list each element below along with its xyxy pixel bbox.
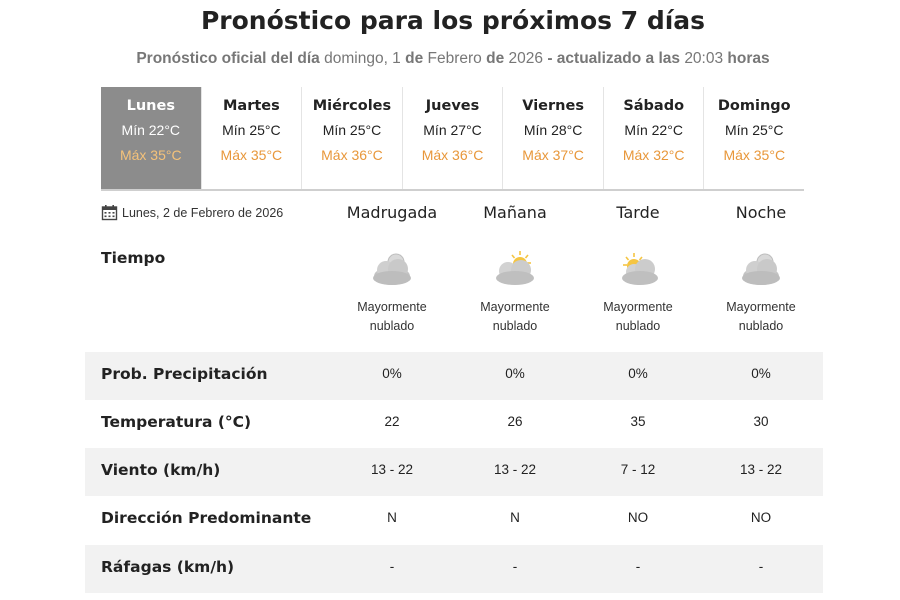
day-min-temp: Mín 22°C (121, 122, 181, 138)
cell-madrugada: 22 (384, 414, 400, 429)
weather-manana: Mayormente nublado (455, 250, 575, 336)
period-header-manana: Mañana (483, 203, 547, 222)
row-label: Temperatura (°C) (101, 413, 252, 431)
page-subtitle: Pronóstico oficial del día domingo, 1 de… (0, 50, 900, 68)
day-tab-sabado[interactable]: Sábado Mín 22°C Máx 32°C (604, 87, 705, 189)
day-name: Jueves (425, 98, 480, 114)
weather-tarde: Mayormente nublado (578, 250, 698, 336)
day-max-temp: Máx 35°C (119, 147, 182, 163)
row-label: Viento (km/h) (101, 461, 221, 479)
cell-noche: 13 - 22 (739, 462, 783, 477)
subtitle-de-2: de (486, 50, 505, 67)
cell-tarde: 0% (628, 366, 648, 381)
cell-madrugada: 0% (382, 366, 402, 381)
day-min-temp: Mín 25°C (222, 122, 281, 138)
day-tab-jueves[interactable]: Jueves Mín 27°C Máx 36°C (403, 87, 504, 189)
weather-noche: Mayormente nublado (701, 250, 821, 336)
day-min-temp: Mín 25°C (725, 122, 784, 138)
day-max-temp: Máx 37°C (522, 147, 584, 163)
cell-manana: 13 - 22 (493, 462, 537, 477)
cell-noche: NO (750, 510, 772, 525)
row-label: Ráfagas (km/h) (101, 558, 235, 576)
day-min-temp: Mín 22°C (624, 122, 683, 138)
day-tab-domingo[interactable]: Domingo Mín 25°C Máx 35°C (704, 87, 804, 189)
cell-manana: 0% (505, 366, 525, 381)
weather-desc-line1: Mayormente (726, 300, 796, 314)
day-max-temp: Máx 35°C (723, 147, 786, 163)
day-min-temp: Mín 28°C (523, 122, 583, 138)
day-tab-lunes[interactable]: Lunes Mín 22°C Máx 35°C (101, 87, 202, 189)
row-label-tiempo: Tiempo (101, 249, 166, 267)
day-tab-viernes[interactable]: Viernes Mín 28°C Máx 37°C (503, 87, 604, 189)
day-name: Martes (222, 98, 280, 114)
cell-tarde: 35 (630, 414, 646, 429)
subtitle-prefix: Pronóstico oficial del día (136, 50, 320, 67)
row-label: Prob. Precipitación (101, 365, 268, 383)
selected-date: Lunes, 2 de Febrero de 2026 (101, 204, 283, 221)
day-max-temp: Máx 36°C (421, 147, 484, 163)
subtitle-de-1: de (405, 50, 424, 67)
row-temperatura: Temperatura (°C) 22 26 35 30 (85, 400, 823, 448)
period-header-noche: Noche (735, 203, 787, 222)
day-name: Viernes (522, 98, 584, 114)
row-rafagas: Ráfagas (km/h) - - - - (85, 545, 823, 593)
day-max-temp: Máx 35°C (220, 147, 283, 163)
row-viento: Viento (km/h) 13 - 22 13 - 22 7 - 12 13 … (85, 448, 823, 496)
weather-desc-line2: nublado (492, 319, 538, 333)
page-title: Pronóstico para los próximos 7 días (200, 6, 706, 35)
day-name: Miércoles (312, 98, 392, 114)
day-name: Sábado (623, 98, 685, 114)
cell-madrugada: - (389, 559, 395, 574)
weather-desc-line1: Mayormente (480, 300, 550, 314)
weather-desc-line1: Mayormente (603, 300, 673, 314)
weather-desc-line2: nublado (738, 319, 784, 333)
cell-madrugada: 13 - 22 (370, 462, 414, 477)
calendar-icon (101, 204, 118, 221)
cell-manana: 26 (507, 414, 523, 429)
cell-noche: - (758, 559, 764, 574)
subtitle-date-day: domingo, 1 (324, 50, 401, 67)
subtitle-updated: - actualizado a las (547, 50, 680, 67)
day-tab-miercoles[interactable]: Miércoles Mín 25°C Máx 36°C (302, 87, 403, 189)
row-direccion: Dirección Predominante N N NO NO (85, 496, 823, 544)
cloud-moon-icon (701, 250, 821, 290)
selected-date-text: Lunes, 2 de Febrero de 2026 (122, 205, 284, 220)
period-header-tarde: Tarde (616, 203, 660, 222)
period-header-madrugada: Madrugada (346, 203, 438, 222)
cell-tarde: 7 - 12 (620, 462, 656, 477)
subtitle-date-month: Febrero (427, 50, 482, 67)
cell-manana: N (510, 510, 520, 525)
cell-tarde: - (635, 559, 641, 574)
subtitle-year: 2026 (508, 50, 544, 67)
cloud-moon-icon (332, 250, 452, 290)
cell-noche: 30 (753, 414, 769, 429)
cloud-sun-icon (455, 250, 575, 290)
row-label: Dirección Predominante (101, 509, 312, 527)
cell-tarde: NO (627, 510, 649, 525)
day-max-temp: Máx 36°C (321, 147, 383, 163)
day-min-temp: Mín 25°C (322, 122, 382, 138)
cloud-sun-icon (578, 250, 698, 290)
weather-desc-line2: nublado (615, 319, 661, 333)
day-max-temp: Máx 32°C (622, 147, 685, 163)
cell-noche: 0% (751, 366, 771, 381)
day-tabs: Lunes Mín 22°C Máx 35°C Martes Mín 25°C … (101, 87, 804, 191)
weather-madrugada: Mayormente nublado (332, 250, 452, 336)
cell-madrugada: N (387, 510, 397, 525)
weather-desc-line2: nublado (369, 319, 415, 333)
row-prob-precipitacion: Prob. Precipitación 0% 0% 0% 0% (85, 352, 823, 400)
day-name: Domingo (717, 98, 791, 114)
subtitle-horas: horas (727, 50, 770, 67)
weather-desc-line1: Mayormente (357, 300, 427, 314)
day-tab-martes[interactable]: Martes Mín 25°C Máx 35°C (202, 87, 303, 189)
day-min-temp: Mín 27°C (423, 122, 482, 138)
subtitle-time: 20:03 (684, 50, 724, 67)
cell-manana: - (512, 559, 518, 574)
day-name: Lunes (126, 98, 175, 114)
